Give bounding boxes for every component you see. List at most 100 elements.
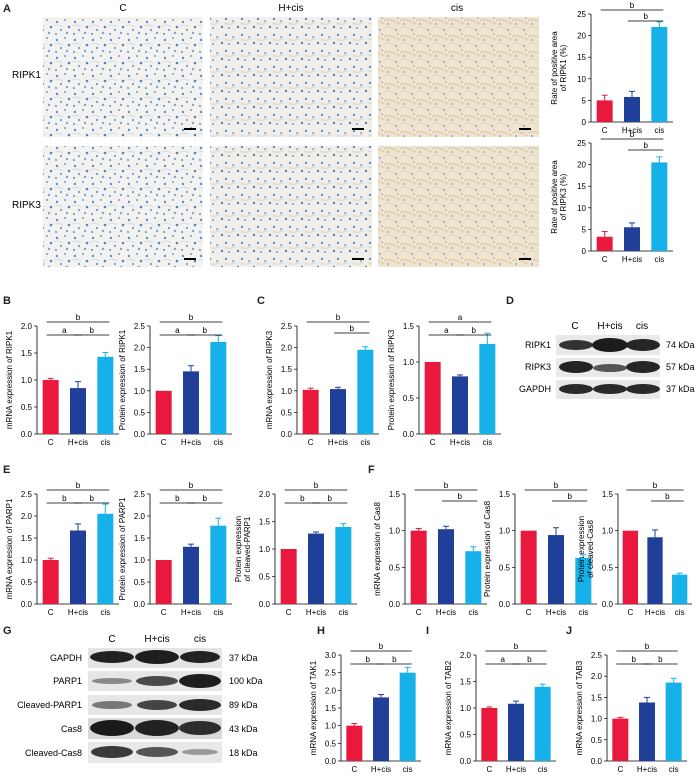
bar-hcis	[330, 389, 346, 434]
panel-label-a: A	[3, 3, 11, 15]
y-tick-label: 10	[577, 75, 586, 84]
y-tick-label: 0.0	[134, 430, 146, 439]
y-tick-label: 1.0	[134, 556, 146, 565]
y-tick-label: 1.5	[403, 322, 415, 331]
y-tick-label: 0.0	[602, 600, 614, 609]
x-tick-label: H+cis	[181, 438, 201, 447]
x-tick-label: C	[286, 608, 292, 617]
bar-hcis	[183, 546, 199, 604]
blot-d-kda-ripk1: 74 kDa	[666, 340, 695, 350]
y-tick-label: 2.0	[21, 512, 33, 521]
chart-f3: 0.0 0.5 1.0 1.5 Protein expression of cleaved…	[577, 481, 692, 617]
y-tick-label: 2.5	[281, 322, 293, 331]
y-tick-label: 2.5	[21, 490, 33, 499]
bar-cis	[465, 551, 482, 604]
y-axis-label: of cleaved-Cas8	[586, 520, 595, 578]
y-tick-label: 1.5	[21, 534, 33, 543]
y-tick-label: 2.0	[134, 512, 146, 521]
bar-hcis	[508, 703, 524, 761]
chart-a1: 0 5 10 15 20 25 Rate of positive area of RIPK1 …	[550, 1, 673, 135]
bar-hcis	[373, 697, 389, 761]
x-tick-label: cis	[654, 255, 664, 264]
significance-label: b	[175, 494, 180, 503]
x-tick-label: cis	[482, 438, 492, 447]
bar-cis	[665, 682, 682, 761]
y-axis-label: Protein expression of RIPK3	[387, 329, 396, 430]
x-tick-label: H+cis	[68, 608, 88, 617]
significance-label: b	[76, 313, 81, 322]
y-tick-label: 0.5	[460, 731, 472, 740]
y-tick-label: 0.0	[134, 600, 146, 609]
chart-i: 0.0 0.5 1.0 1.5 2.0 mRNA expression of TAB2 C H…	[444, 642, 556, 774]
x-tick-label: cis	[360, 438, 370, 447]
y-tick-label: 0.0	[325, 757, 337, 766]
significance-label: b	[471, 326, 476, 335]
x-tick-label: C	[602, 255, 608, 264]
y-tick-label: 0.5	[403, 394, 415, 403]
x-tick-label: H+cis	[645, 608, 665, 617]
x-tick-label: C	[308, 438, 314, 447]
significance-label: b	[202, 494, 207, 503]
bar-hcis	[639, 702, 655, 761]
y-tick-label: 1.0	[602, 527, 614, 536]
x-tick-label: H+cis	[371, 765, 391, 774]
significance-label: b	[630, 130, 635, 139]
significance-label: b	[653, 481, 658, 490]
x-tick-label: cis	[100, 608, 110, 617]
y-axis-label: Rate of positive area	[550, 160, 559, 234]
y-tick-label: 1.5	[281, 365, 293, 374]
x-tick-label: C	[430, 438, 436, 447]
y-axis-label: mRNA expression of RIPK3	[265, 330, 274, 429]
y-tick-label: 2.5	[134, 322, 146, 331]
bar-hcis	[548, 535, 564, 604]
significance-label: b	[643, 141, 648, 150]
x-tick-label: H+cis	[637, 765, 657, 774]
x-tick-label: H+cis	[546, 608, 566, 617]
bar-hcis	[452, 376, 468, 434]
blot-g-kda-cas8: 43 kDa	[229, 724, 258, 734]
bar-cis	[479, 344, 496, 434]
y-tick-label: 0.5	[259, 573, 271, 582]
y-axis-label: Protein expression of PARP1	[118, 497, 127, 601]
y-tick-label: 5	[582, 96, 587, 105]
significance-label: b	[658, 655, 663, 664]
histology-row-ripk1: RIPK1	[12, 70, 41, 81]
western-blot-d: C H+cis cis RIPK1 RIPK3 GAPDH 74 kDa 57 …	[519, 321, 695, 399]
blot-d-label-ripk1: RIPK1	[525, 340, 551, 350]
x-tick-label: C	[48, 438, 54, 447]
x-tick-label: cis	[669, 765, 679, 774]
y-tick-label: 25	[577, 10, 586, 19]
significance-label: b	[89, 326, 94, 335]
y-tick-label: 1.5	[460, 678, 472, 687]
y-tick-label: 0.5	[134, 408, 146, 417]
x-tick-label: C	[602, 126, 608, 135]
significance-label: b	[457, 492, 462, 501]
y-axis-label: of RIPK1 (%)	[559, 44, 568, 91]
y-tick-label: 2.0	[460, 651, 472, 660]
y-axis-label: mRNA expression of TAK1	[309, 660, 318, 755]
y-tick-label: 0.0	[21, 430, 33, 439]
blot-g-lane-cis: cis	[194, 634, 206, 645]
bar-cis	[672, 574, 688, 604]
bar-c	[155, 560, 172, 604]
x-tick-label: cis	[578, 608, 588, 617]
y-tick-label: 10	[577, 204, 586, 213]
y-tick-label: 0.5	[499, 563, 511, 572]
y-tick-label: 0.0	[460, 757, 472, 766]
y-tick-label: 1.5	[602, 490, 614, 499]
panel-label-c: C	[257, 295, 265, 307]
y-tick-label: 1.0	[259, 545, 271, 554]
y-axis-label: Rate of positive area	[550, 31, 559, 105]
chart-h: 0.0 0.5 1.0 1.5 2.0 2.5 3.0 mRNA expression of …	[309, 642, 421, 774]
bar-cis	[210, 525, 227, 604]
bar-hcis	[183, 371, 199, 434]
x-tick-label: cis	[338, 608, 348, 617]
blot-d-kda-gapdh: 37 kDa	[666, 384, 695, 394]
micrograph-cis-ripk3	[378, 146, 539, 267]
bar-c	[596, 100, 613, 122]
y-tick-label: 0.5	[21, 578, 33, 587]
y-tick-label: 1.0	[591, 715, 603, 724]
x-tick-label: H+cis	[181, 608, 201, 617]
micrograph-hcis-ripk3	[210, 146, 372, 267]
chart-b1: 0.0 0.5 1.0 1.5 2.0 mRNA expression of RIPK1 C…	[5, 313, 119, 447]
